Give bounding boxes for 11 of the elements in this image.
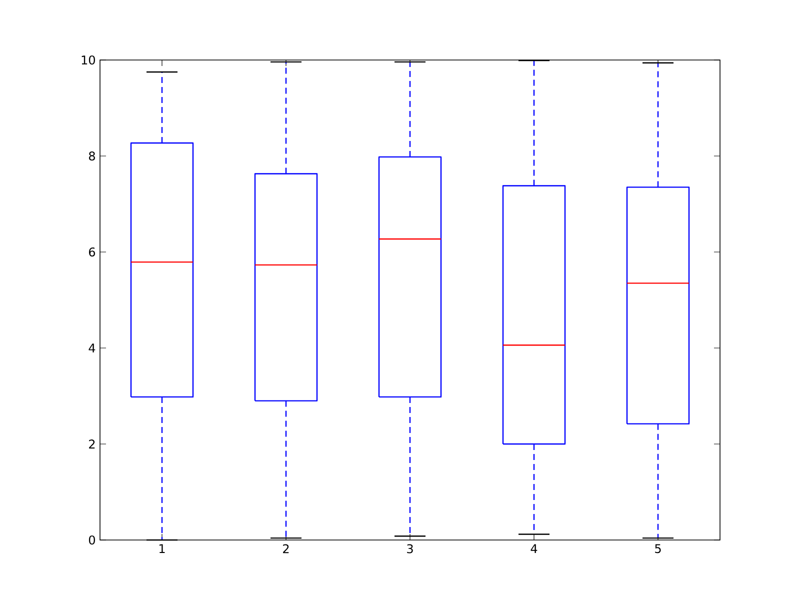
x-tick-label: 2	[283, 544, 289, 554]
y-tick-label: 2	[89, 440, 95, 448]
y-tick-label: 10	[82, 55, 96, 65]
x-tick-label: 4	[530, 544, 538, 553]
y-tick-label: 0	[88, 535, 96, 545]
x-tick-label: 5	[655, 544, 661, 554]
x-tick-label: 1	[159, 544, 165, 553]
x-tick-label: 3	[407, 544, 413, 554]
y-tick-label: 6	[89, 247, 96, 257]
y-tick-label: 8	[88, 151, 95, 161]
y-tick-label: 4	[88, 344, 96, 352]
